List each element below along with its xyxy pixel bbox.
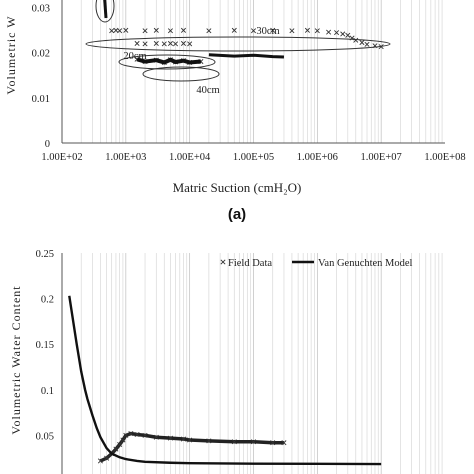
group-ellipse (118, 54, 216, 70)
data-point (180, 40, 186, 46)
data-point (180, 436, 186, 442)
data-point (153, 434, 159, 440)
y-tick-label: 0.01 (32, 94, 50, 105)
legend-marker-field-data (220, 259, 226, 265)
data-point (167, 28, 173, 34)
data-point (206, 28, 212, 34)
data-point (142, 41, 148, 47)
panel-a-caption: (a) (227, 206, 247, 223)
data-point (359, 40, 365, 46)
panel-b: 0.05 0.1 0.15 0.2 0.25 Field Data Van Genucht… (9, 249, 443, 474)
data-point (353, 37, 359, 43)
y-tick-label: 0.03 (32, 3, 50, 14)
data-point (120, 437, 126, 443)
data-point (172, 41, 179, 47)
group-ellipse (142, 66, 220, 82)
panel-a-x-ticks: 1.00E+02 1.00E+03 1.00E+04 1.00E+05 1.00E+06… (41, 152, 465, 163)
series-line (208, 53, 285, 59)
x-tick-label: 1.00E+07 (361, 152, 402, 163)
x-tick-label: 1.00E+05 (233, 152, 274, 163)
y-tick-label: 0.05 (36, 431, 54, 442)
y-tick-label: 0.15 (36, 340, 54, 351)
data-point (180, 27, 186, 33)
series-line (68, 295, 382, 466)
series-line (103, 0, 108, 19)
group-ellipse (95, 0, 115, 23)
y-tick-label: 0 (45, 139, 50, 150)
x-tick-label: 1.00E+04 (169, 152, 211, 163)
data-point (250, 28, 257, 34)
panel-a-annotations: 30cm 20cm 40cm (85, 0, 391, 96)
x-tick-label: 1.00E+03 (105, 152, 146, 163)
series-band (99, 431, 284, 463)
panel-a: 00.010.020.03 1.00E+02 1.00E+03 1.00E+04 1.… (4, 0, 466, 195)
data-point (167, 435, 173, 441)
panel-a-x-axis-label: Matric Suction (cmH₂O) (173, 180, 302, 195)
y-tick-label: 0.02 (32, 49, 50, 60)
data-point (123, 432, 129, 438)
panel-a-grid (61, 0, 443, 143)
data-point (304, 27, 310, 33)
data-point (113, 446, 119, 452)
data-point (142, 28, 148, 34)
data-point (123, 27, 129, 33)
data-point (231, 27, 237, 33)
panel-a-y-ticks: 0 0.01 0.02 0.03 (32, 3, 50, 150)
panel-b-y-ticks: 0.05 0.1 0.15 0.2 0.25 (36, 249, 54, 442)
data-point (250, 439, 257, 445)
legend-label: Field Data (228, 258, 272, 269)
data-point (289, 28, 295, 34)
panel-a-axes (61, 0, 445, 144)
data-point (109, 28, 115, 34)
panel-b-marks (68, 295, 382, 466)
data-point (345, 32, 351, 38)
data-point (134, 431, 140, 438)
group-ellipse (85, 36, 391, 52)
data-point (153, 27, 159, 33)
data-point (340, 31, 346, 37)
data-point (104, 455, 110, 461)
data-point (167, 40, 173, 46)
annotation-label: 20cm (123, 51, 146, 62)
data-point (161, 41, 167, 47)
data-point (128, 431, 134, 437)
x-tick-label: 1.00E+06 (297, 152, 338, 163)
data-point (270, 440, 276, 446)
data-point (364, 41, 370, 47)
panel-a-marks (109, 27, 384, 65)
y-tick-label: 0.1 (41, 386, 54, 397)
y-tick-label: 0.2 (41, 295, 54, 306)
data-point (97, 458, 103, 464)
data-point (206, 438, 212, 444)
data-point (134, 40, 140, 46)
data-point (231, 439, 237, 445)
data-point (117, 28, 123, 34)
data-point (142, 432, 148, 438)
panel-a-y-axis-label: Volumetric W (4, 15, 18, 94)
legend-label: Van Genuchten Model (318, 258, 413, 269)
annotation-label: 30cm (256, 26, 279, 37)
data-point (326, 29, 332, 35)
data-point (187, 41, 193, 47)
x-tick-label: 1.00E+08 (424, 152, 465, 163)
y-tick-label: 0.25 (36, 249, 54, 260)
data-point (153, 40, 159, 46)
data-point (187, 437, 193, 443)
data-point (117, 442, 123, 448)
data-point (281, 440, 287, 446)
x-tick-label: 1.00E+02 (41, 152, 82, 163)
annotation-label: 40cm (196, 85, 219, 96)
series-line (136, 57, 202, 65)
data-point (314, 28, 320, 34)
data-point (270, 27, 276, 33)
data-point (334, 30, 340, 36)
panel-b-legend: Field Data Van Genuchten Model (220, 258, 413, 269)
panel-b-y-axis-label: Volumetric Water Content (9, 285, 23, 434)
